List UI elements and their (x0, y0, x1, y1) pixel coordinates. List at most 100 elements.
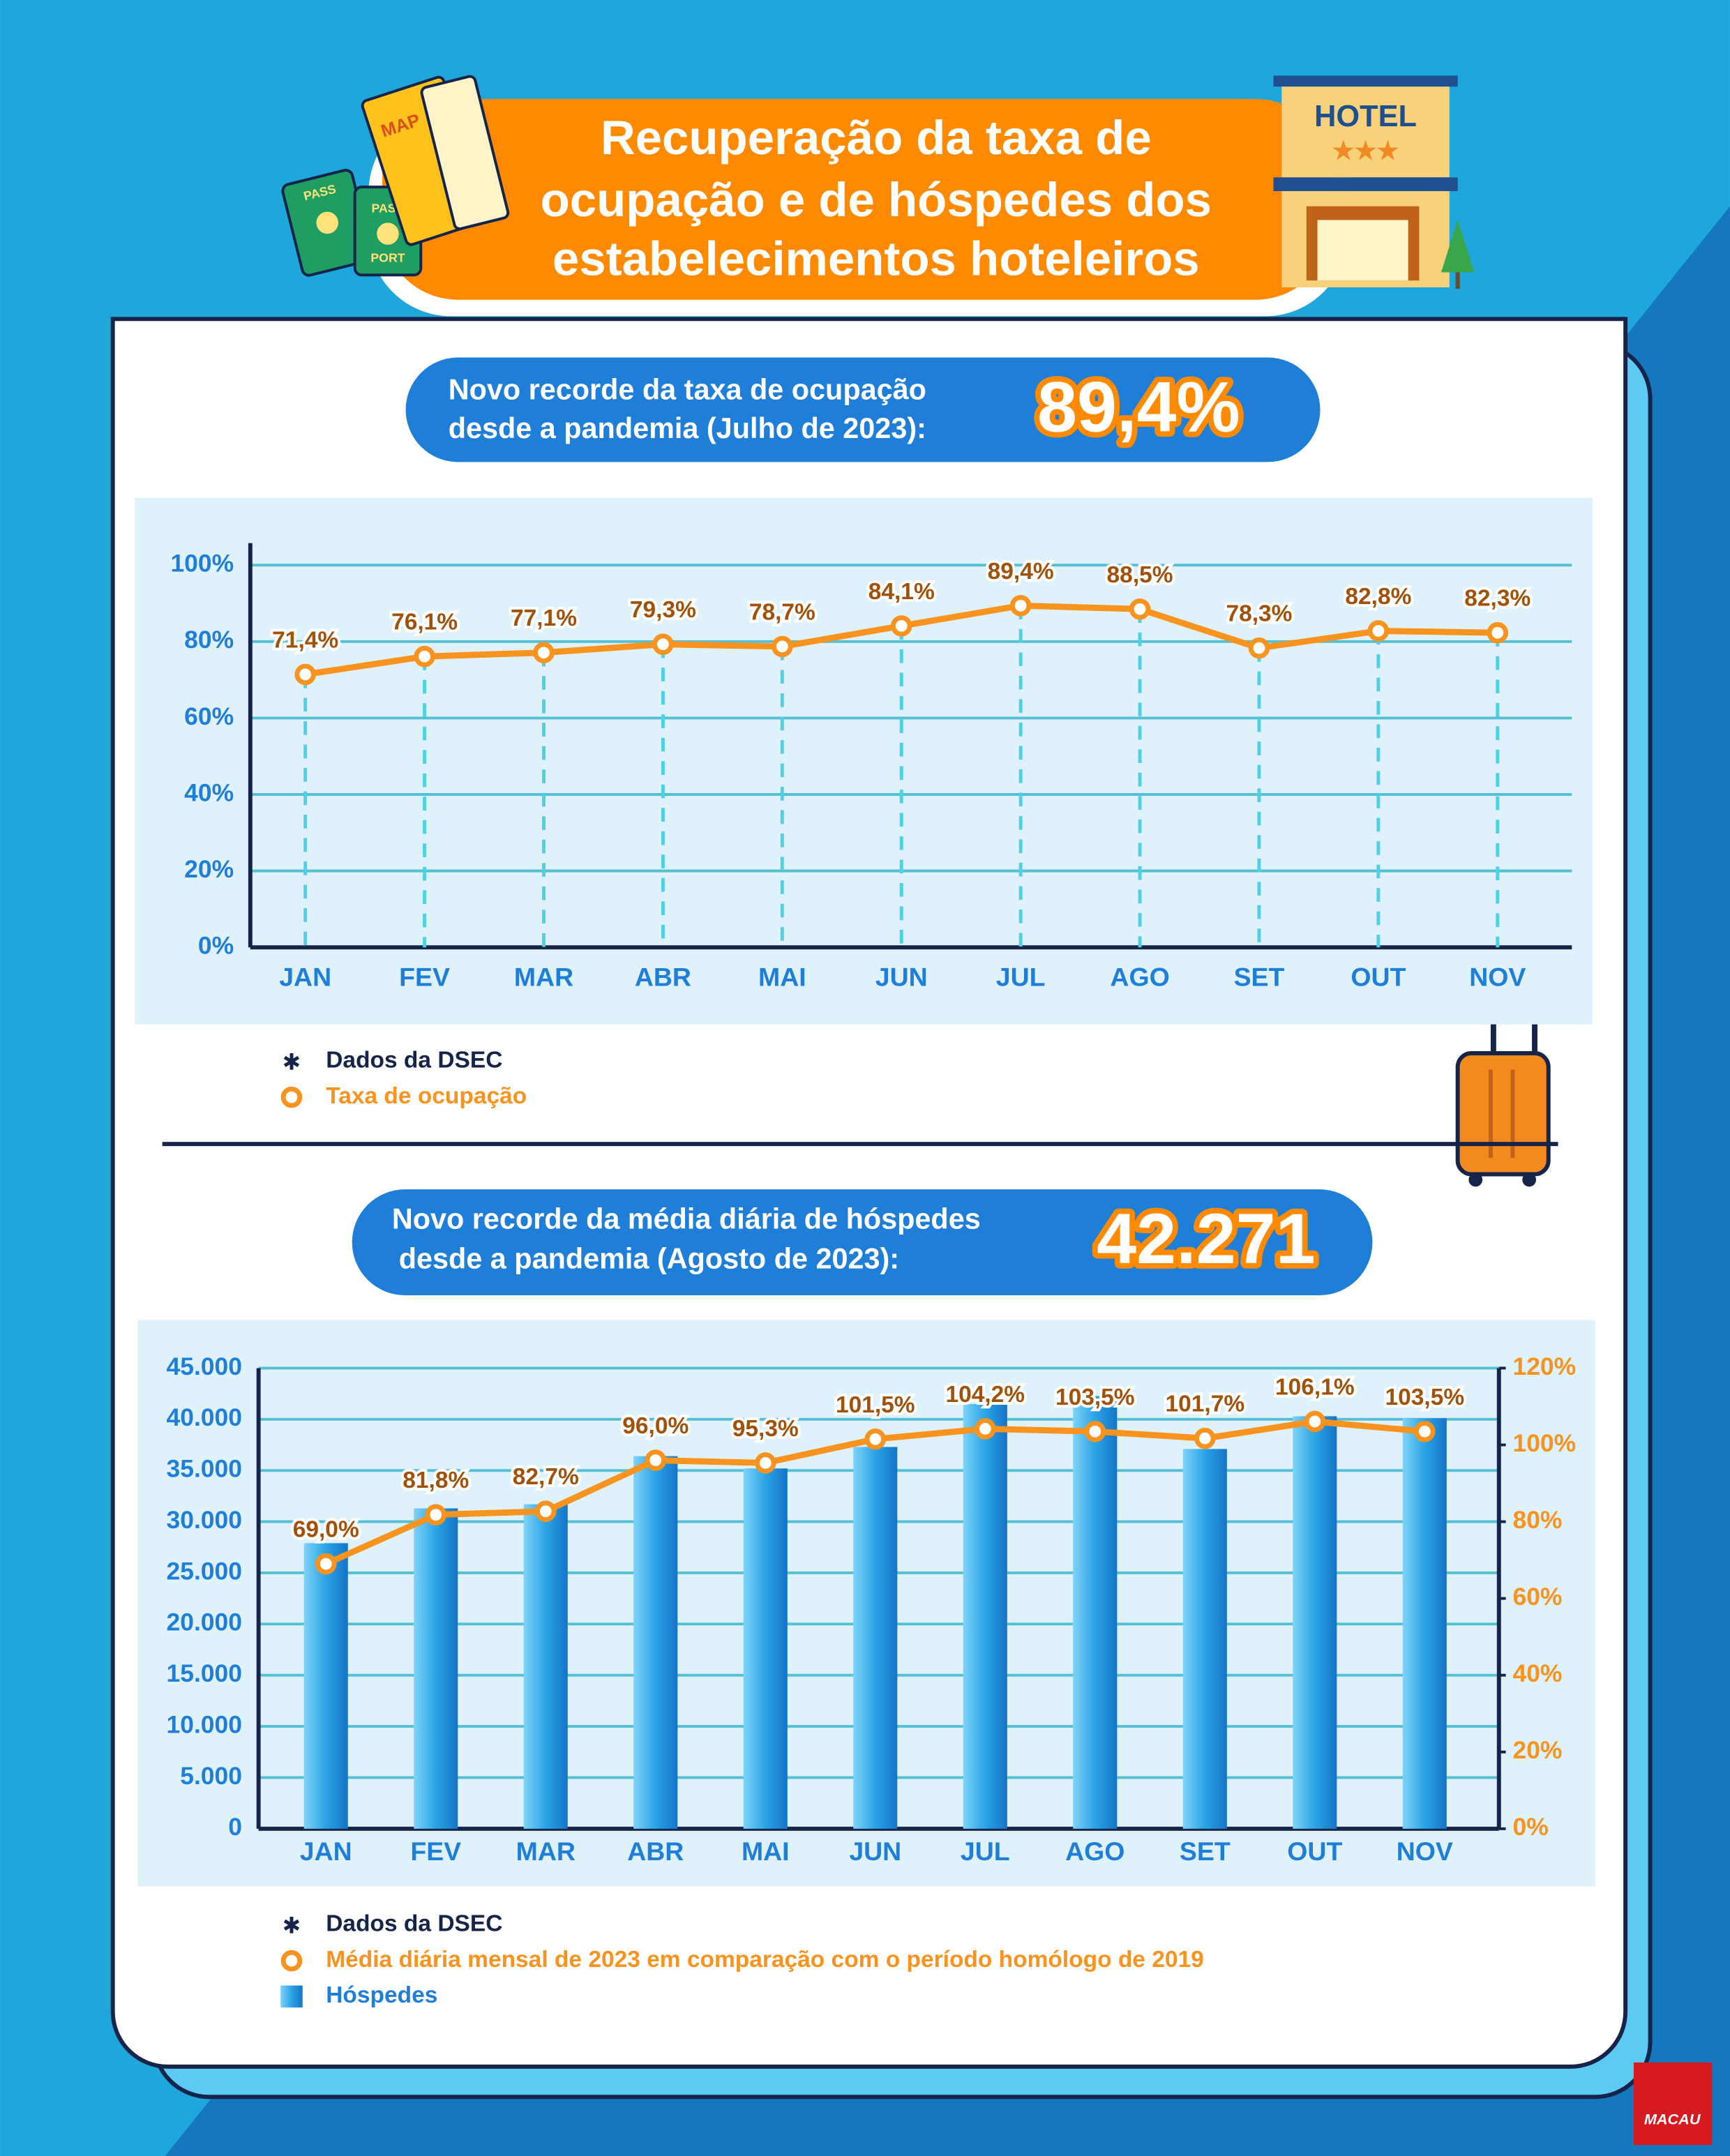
x-tick-label: JUN (849, 1837, 901, 1866)
point (1304, 1410, 1326, 1433)
chart-panel (135, 497, 1593, 1025)
headline-text: desde a pandemia (Julho de 2023): (449, 412, 926, 444)
legend-label: Hóspedes (326, 1982, 437, 2008)
y-tick-label: 40.000 (167, 1403, 242, 1431)
point (425, 1504, 447, 1525)
y2-tick-label: 60% (1512, 1583, 1562, 1611)
x-tick-label: JUL (961, 1837, 1010, 1866)
data-label: 106,1% (1275, 1374, 1355, 1400)
legend-marker (280, 1985, 303, 2008)
data-label: 81,8% (403, 1468, 469, 1493)
point (890, 615, 912, 637)
y-tick-label: 10.000 (167, 1710, 242, 1738)
bar (853, 1447, 898, 1829)
data-label: 78,7% (749, 599, 815, 625)
x-tick-label: MAR (514, 962, 573, 991)
y-tick-label: 40% (184, 778, 234, 806)
x-tick-label: SET (1180, 1837, 1231, 1866)
y-tick-label: 20% (184, 855, 234, 883)
source-note: Dados da DSEC (326, 1911, 502, 1937)
data-label: 84,1% (868, 579, 935, 605)
legend-label: Média diária mensal de 2023 em comparaçã… (326, 1947, 1204, 1973)
headline-text: desde a pandemia (Agosto de 2023): (399, 1243, 899, 1275)
y-tick-label: 60% (184, 702, 234, 730)
record-value: 42.271 (1097, 1198, 1316, 1279)
point (1487, 621, 1509, 644)
title-pill (382, 98, 1332, 300)
y2-tick-label: 80% (1512, 1506, 1562, 1534)
data-label: 69,0% (293, 1517, 359, 1543)
data-label: 104,2% (945, 1382, 1025, 1408)
y-tick-label: 5.000 (180, 1762, 242, 1790)
data-label: 103,5% (1055, 1385, 1135, 1410)
hotel-label: HOTEL (1314, 100, 1417, 133)
headline-pill (405, 357, 1321, 462)
y-tick-label: 100% (170, 550, 234, 578)
y2-tick-label: 120% (1512, 1352, 1576, 1380)
point (975, 1418, 996, 1440)
point (414, 645, 435, 668)
x-tick-label: AGO (1110, 962, 1169, 991)
y-tick-label: 0% (198, 932, 234, 960)
x-tick-label: FEV (399, 962, 450, 991)
point (1414, 1420, 1436, 1442)
x-tick-label: ABR (627, 1837, 684, 1866)
legend-label: Taxa de ocupação (326, 1083, 527, 1109)
point (533, 642, 555, 663)
point (1248, 637, 1270, 659)
bar (414, 1508, 458, 1829)
point (1084, 1420, 1106, 1442)
title-line: Recuperação da taxa de (601, 111, 1152, 165)
passport-label: PORT (370, 250, 405, 264)
point (1194, 1427, 1216, 1449)
data-label: 88,5% (1107, 562, 1173, 588)
record-value: 89,4% (1037, 366, 1240, 446)
bar (303, 1543, 348, 1829)
source-marker (283, 1053, 300, 1070)
x-tick-label: FEV (410, 1837, 461, 1866)
data-label: 82,7% (513, 1464, 579, 1490)
logo (1633, 2062, 1713, 2146)
headline-pill (352, 1189, 1373, 1295)
y2-tick-label: 20% (1512, 1736, 1562, 1764)
y-tick-label: 35.000 (167, 1455, 242, 1483)
point (315, 1553, 337, 1575)
bar (633, 1456, 678, 1829)
x-tick-label: MAR (516, 1837, 576, 1866)
headline-text: Novo recorde da média diária de hóspedes (392, 1203, 981, 1235)
x-tick-label: NOV (1397, 1837, 1453, 1866)
y-tick-label: 45.000 (167, 1352, 242, 1380)
data-label: 71,4% (272, 627, 338, 653)
x-tick-label: OUT (1351, 962, 1406, 991)
x-tick-label: MAI (758, 962, 806, 991)
data-label: 79,3% (630, 597, 696, 623)
x-tick-label: JAN (279, 962, 331, 991)
hotel-icon: HOTEL ★★★ (1273, 75, 1475, 289)
point (1009, 595, 1032, 617)
y-tick-label: 80% (184, 626, 234, 654)
bar (963, 1403, 1007, 1829)
hotel-stars: ★★★ (1332, 137, 1399, 165)
point (1367, 620, 1390, 642)
x-tick-label: JAN (300, 1837, 352, 1866)
data-label: 103,5% (1385, 1385, 1465, 1410)
bar (743, 1468, 788, 1829)
data-label: 89,4% (988, 559, 1054, 585)
point (1129, 598, 1151, 620)
legend-marker (280, 1950, 303, 1972)
x-tick-label: MAI (742, 1837, 790, 1866)
title-line: ocupação e de hóspedes dos (541, 173, 1212, 227)
point (755, 1452, 776, 1474)
y2-tick-label: 100% (1512, 1429, 1576, 1457)
point (534, 1500, 557, 1522)
data-label: 101,5% (836, 1392, 915, 1418)
data-label: 95,3% (732, 1416, 799, 1442)
logo-text: MACAU (1644, 2110, 1701, 2127)
title-line: estabelecimentos hoteleiros (552, 232, 1200, 286)
data-label: 76,1% (391, 610, 458, 635)
y2-tick-label: 0% (1512, 1813, 1548, 1841)
source-note: Dados da DSEC (326, 1048, 502, 1073)
y-tick-label: 20.000 (167, 1608, 242, 1636)
